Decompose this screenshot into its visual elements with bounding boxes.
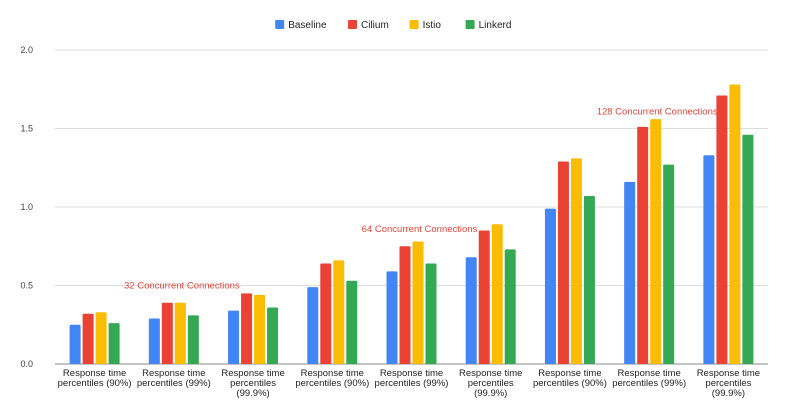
x-tick-label: percentiles [705,378,751,389]
bar-linkerd [663,164,675,364]
bar-linkerd [187,315,199,364]
bar-linkerd [346,280,358,364]
bar-baseline [465,257,477,364]
legend-label-istio: Istio [423,20,442,31]
annotation-label: 32 Concurrent Connections [124,281,240,292]
x-tick-label: Response time [459,368,522,379]
bar-baseline [307,287,319,364]
x-tick-label: Response time [617,368,680,379]
y-tick-label: 0.0 [20,359,33,369]
bar-baseline [703,155,715,364]
x-tick-label: percentiles (90%) [295,378,369,389]
legend-swatch-linkerd [465,20,475,29]
bar-linkerd [108,323,120,364]
bar-linkerd [267,307,279,364]
legend-swatch-istio [409,20,419,29]
legend-label-linkerd: Linkerd [479,20,512,31]
bar-cilium [637,126,649,365]
x-tick-label: percentiles (99%) [375,378,449,389]
bar-istio [650,119,662,364]
bar-baseline [624,181,636,364]
bar-baseline [228,310,240,364]
bar-istio [729,84,741,364]
bar-baseline [69,324,81,364]
x-tick-label: Response time [301,368,364,379]
y-tick-label: 2.0 [20,45,33,55]
bar-cilium [557,161,569,364]
bar-linkerd [583,196,595,364]
bar-istio [254,294,266,364]
x-tick-label: percentiles [468,378,514,389]
x-tick-label: percentiles [230,378,276,389]
bar-cilium [320,263,332,364]
y-tick-label: 1.0 [20,202,33,212]
bar-cilium [478,230,490,364]
x-tick-label: percentiles (99%) [137,378,211,389]
x-tick-label: (99.9%) [474,388,507,399]
x-tick-label: Response time [221,368,284,379]
bar-cilium [82,313,94,364]
bar-istio [570,158,582,364]
bar-istio [491,224,503,364]
bar-istio [333,260,345,364]
bar-cilium [716,95,728,364]
x-tick-label: Response time [63,368,126,379]
bar-cilium [161,302,173,364]
x-tick-label: (99.9%) [712,388,745,399]
bar-baseline [544,208,556,364]
x-tick-label: Response time [142,368,205,379]
x-tick-label: percentiles (90%) [58,378,132,389]
annotation-label: 64 Concurrent Connections [362,224,478,235]
x-tick-label: percentiles (99%) [612,378,686,389]
bar-istio [95,312,107,364]
bar-linkerd [504,249,516,364]
x-tick-label: percentiles (90%) [533,378,607,389]
bar-baseline [386,271,398,364]
legend-label-cilium: Cilium [361,20,389,31]
legend-swatch-cilium [348,20,357,29]
x-tick-label: Response time [697,368,760,379]
bar-cilium [241,293,253,364]
y-tick-label: 0.5 [20,281,33,291]
legend-swatch-baseline [275,20,285,29]
legend-label-baseline: Baseline [288,20,327,31]
bar-linkerd [425,263,437,364]
bar-baseline [148,318,160,364]
bar-istio [412,241,424,364]
x-tick-label: (99.9%) [236,388,269,399]
x-tick-label: Response time [380,368,443,379]
bar-linkerd [742,134,754,364]
bar-cilium [399,246,411,364]
y-tick-label: 1.5 [20,124,33,134]
x-tick-label: Response time [538,368,601,379]
bar-istio [174,302,186,364]
annotation-label: 128 Concurrent Connections [597,106,718,117]
